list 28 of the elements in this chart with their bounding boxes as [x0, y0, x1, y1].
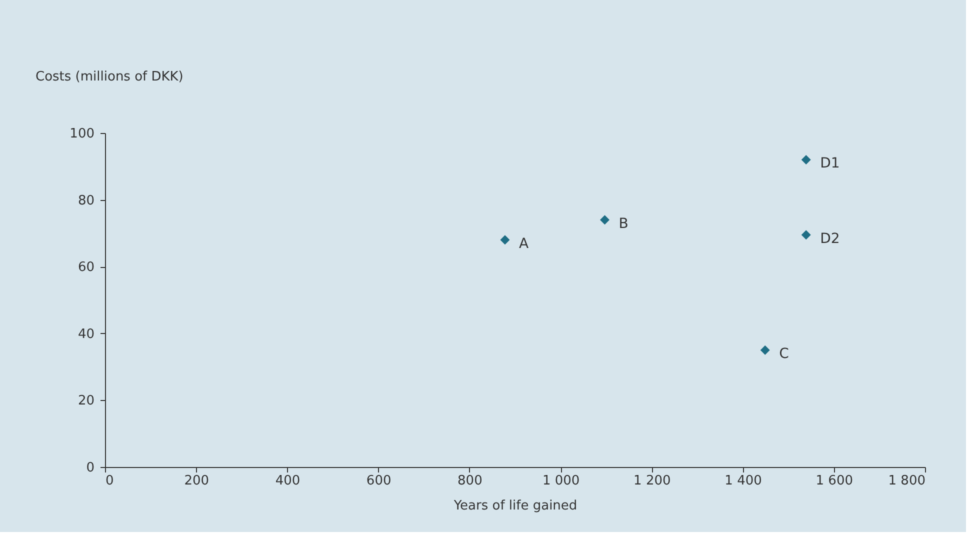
- annotation: C: [779, 346, 790, 362]
- x-tick-label: 0: [106, 474, 114, 488]
- y-tick-label: 80: [78, 193, 94, 208]
- annotation: A: [518, 236, 529, 252]
- point: [600, 215, 610, 225]
- x-tick-label: 1 800: [888, 474, 926, 488]
- y-tick-label: 60: [78, 260, 94, 276]
- point: [801, 154, 811, 164]
- x-tick-label: 400: [275, 474, 300, 488]
- point: [500, 235, 510, 245]
- point: [801, 230, 811, 240]
- x-tick-label: 1 400: [724, 474, 762, 488]
- x-axis-title: Years of life gained: [452, 498, 578, 514]
- y-axis-title: Costs (millions of DKK): [36, 70, 184, 84]
- x-tick-label: 1 000: [542, 474, 580, 488]
- annotation: B: [618, 216, 628, 232]
- annotation: D1: [820, 156, 840, 172]
- x-tick-label: 1 200: [634, 474, 671, 488]
- y-tick-label: 100: [70, 126, 94, 142]
- x-tick-label: 1 600: [816, 474, 853, 488]
- x-tick-label: 200: [184, 474, 210, 488]
- x-tick-label: 800: [458, 474, 482, 488]
- y-tick-label: 0: [86, 460, 94, 476]
- y-tick-label: 20: [78, 394, 94, 409]
- point: [760, 345, 770, 355]
- x-tick-label: 600: [366, 474, 392, 488]
- y-tick-label: 40: [78, 326, 94, 342]
- annotation: D2: [820, 230, 840, 247]
